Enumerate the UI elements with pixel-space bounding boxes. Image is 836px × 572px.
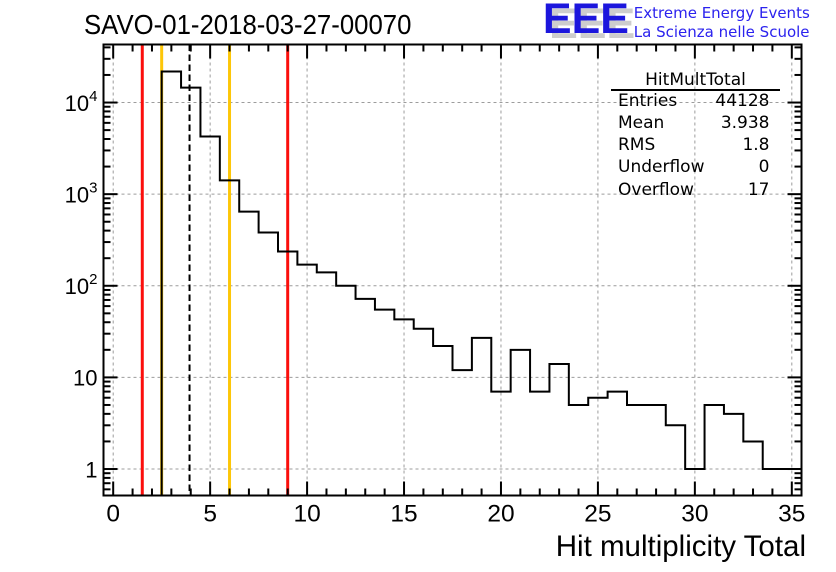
y-axis-tick-label: 102: [65, 271, 98, 299]
stats-box-rows: Entries 44128 Mean 3.938 RMS 1.8 Underfl…: [611, 91, 780, 201]
stats-row-label: Overflow: [618, 179, 694, 200]
x-axis-tick-label: 35: [778, 500, 805, 527]
eee-logo: EEE EEE Extreme Energy Events La Scienza…: [542, 0, 810, 48]
stats-row-label: Mean: [618, 113, 665, 134]
stats-row-value: 17: [747, 179, 770, 200]
stats-row: Entries 44128: [618, 91, 770, 113]
x-axis-tick-label: 0: [106, 500, 120, 527]
eee-logo-letters: EEE: [542, 0, 629, 43]
stats-row-value: 44128: [715, 91, 770, 112]
x-axis-tick-label: 25: [584, 500, 611, 527]
y-axis-tick-label: 103: [65, 179, 98, 207]
stats-box-separator: [611, 89, 780, 92]
x-axis-tick-label: 20: [487, 500, 514, 527]
stats-row: RMS 1.8: [618, 135, 770, 157]
histogram-step-line: [160, 70, 802, 496]
stats-row-label: RMS: [618, 135, 656, 156]
y-axis-tick-label: 10: [73, 366, 97, 391]
stats-row: Underflow 0: [618, 157, 770, 179]
stats-row-value: 3.938: [720, 113, 770, 134]
stats-row-value: 1.8: [742, 135, 770, 156]
stats-row: Mean 3.938: [618, 113, 770, 135]
x-axis-tick-label: 30: [681, 500, 708, 527]
y-axis-tick-label: 104: [65, 88, 98, 116]
eee-logo-acronym: EEE EEE: [542, 0, 636, 48]
plot-frame: [102, 43, 803, 497]
eee-logo-line2: La Scienza nelle Scuole: [633, 23, 810, 42]
x-axis-tick-label: 5: [203, 500, 217, 527]
x-axis-tick-label: 15: [390, 500, 417, 527]
y-axis-tick-label: 1: [85, 457, 97, 482]
x-axis-title: Hit multiplicity Total: [555, 529, 806, 563]
eee-logo-shadow: EEE: [549, 0, 636, 48]
stats-row-value: 0: [758, 157, 770, 178]
stats-row-label: Underflow: [618, 157, 705, 178]
plot-title: SAVO-01-2018-03-27-00070: [84, 8, 412, 40]
eee-logo-line1: Extreme Energy Events: [633, 4, 810, 23]
stats-box-title: HitMultTotal: [645, 70, 746, 90]
x-axis-tick-label: 10: [293, 500, 320, 527]
stats-box: HitMultTotal Entries 44128 Mean 3.938 RM…: [611, 68, 780, 202]
stats-row-label: Entries: [618, 91, 678, 112]
eee-logo-slogan: Extreme Energy Events La Scienza nelle S…: [634, 0, 810, 44]
stats-row: Overflow 17: [618, 180, 770, 202]
